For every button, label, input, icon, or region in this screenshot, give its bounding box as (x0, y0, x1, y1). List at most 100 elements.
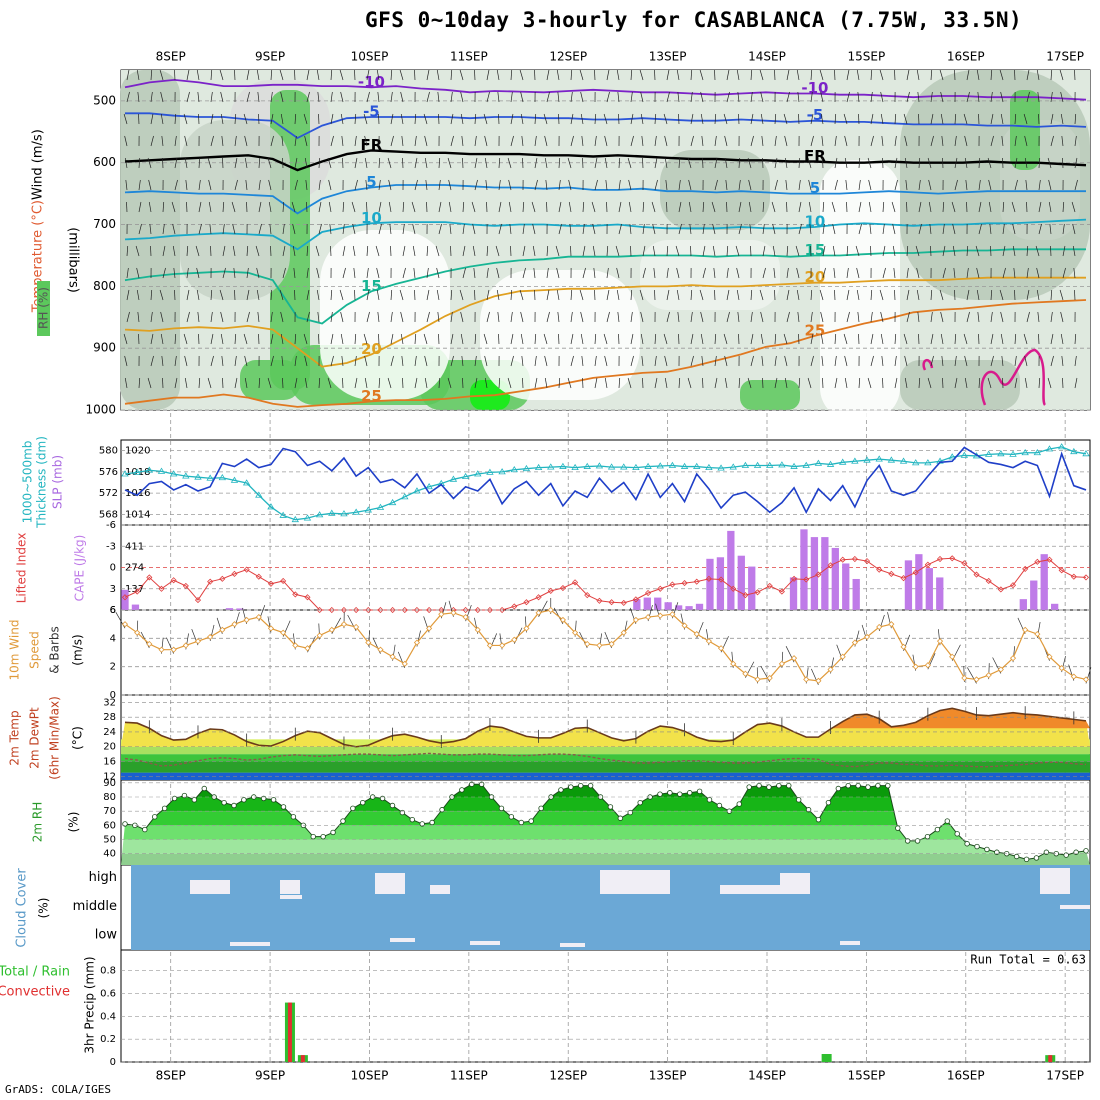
rh-marker (578, 782, 584, 789)
wind-barb (738, 201, 742, 213)
rh-marker (587, 782, 594, 789)
wind-barb (172, 245, 176, 257)
wind-speed-marker (1022, 626, 1029, 633)
wind-barb (234, 113, 237, 125)
wind-barb (400, 113, 404, 125)
upper-wind-label: Wind (m/s) (31, 129, 46, 200)
wind-barb (810, 289, 813, 301)
rh-marker (895, 825, 901, 831)
wind-barb (882, 267, 886, 279)
wind-barb (342, 157, 344, 169)
cloud-label-2: (%) (37, 898, 51, 919)
wind-barb (870, 91, 873, 103)
wind-barb (160, 91, 164, 103)
wind-barb (915, 245, 920, 257)
wind-barb (520, 113, 524, 125)
wind-barb (750, 289, 753, 301)
wind-barb (760, 113, 764, 125)
wind-barb (1049, 223, 1052, 235)
wind-barb (906, 91, 910, 103)
wind-barb (378, 157, 381, 169)
rh-marker (340, 818, 346, 824)
wind-barb (126, 311, 130, 323)
wind-barb (150, 69, 153, 81)
wind-barb (220, 91, 224, 103)
wind-barb (267, 377, 272, 389)
lifted-index-marker (328, 606, 335, 614)
thickness-marker (364, 506, 372, 513)
wind-barb (630, 69, 633, 81)
wind-barb (498, 223, 502, 235)
wind-barb (594, 179, 598, 191)
wind-barb (724, 135, 728, 147)
lifted-index-marker (1009, 582, 1017, 589)
rh-marker (538, 805, 544, 812)
thickness-marker (899, 457, 908, 464)
lifted-index-marker (936, 555, 944, 563)
wind-barb (1074, 157, 1078, 169)
wind-barb (126, 91, 130, 103)
wind-barb (664, 377, 668, 389)
x-date-top: 9SEP (255, 50, 285, 64)
wind-barb (330, 135, 334, 147)
wind-barb (462, 223, 465, 235)
wind-barb (161, 135, 164, 147)
wind-barb (894, 333, 897, 345)
wind-barb (387, 157, 392, 169)
wind-barb (342, 245, 346, 257)
wind-barb (1002, 201, 1005, 213)
wind-barb (294, 157, 298, 169)
wind-barb (378, 333, 380, 345)
wind-speed-marker (401, 660, 408, 667)
wind-barb (892, 223, 896, 235)
wind-barb (342, 377, 344, 389)
wind-barb (976, 267, 980, 279)
wind-barb (222, 245, 226, 257)
wind-barb (834, 289, 836, 301)
thickness-marker (449, 475, 458, 482)
wind-speed-marker (790, 655, 798, 662)
lifted-index-marker (973, 571, 980, 578)
wind-barb (630, 355, 634, 367)
isotherm-label: -10 (358, 73, 385, 91)
wind-barb (762, 223, 765, 235)
wind-barb (390, 311, 393, 323)
wind-barb (474, 179, 478, 191)
wind-barb (750, 91, 753, 103)
x-date-bottom: 16SEP (947, 1069, 985, 1083)
wind-barb (270, 333, 274, 345)
wind-barb (954, 377, 958, 389)
wind-barb (906, 289, 910, 301)
wind-barb (183, 113, 188, 125)
wind-barb (606, 289, 610, 301)
wind-barb (1050, 91, 1053, 103)
wind-barb (222, 223, 225, 235)
thickness-marker (717, 464, 725, 471)
rh-label-2: (%) (67, 812, 81, 833)
wind-barb (172, 223, 176, 235)
wind-barb (762, 157, 764, 169)
wind-barb (606, 311, 610, 323)
wind-barb (807, 377, 812, 389)
wind-barb (990, 333, 994, 345)
wind-barb (990, 355, 994, 367)
temp-label-1: 2m Temp (8, 710, 22, 765)
wind-barb (137, 91, 140, 103)
wind-barb (390, 135, 394, 147)
wind-barb (496, 267, 500, 279)
wind-barb (654, 333, 657, 345)
wind-speed-marker (194, 638, 202, 645)
x-date-top: 16SEP (947, 50, 985, 64)
wind-barb (987, 377, 992, 389)
wind-barb (702, 223, 705, 235)
rh-marker (746, 784, 752, 790)
wind-barb (1038, 223, 1042, 235)
wind-barb (640, 113, 644, 125)
wind-speed-marker (1046, 653, 1053, 660)
rh-marker (627, 809, 633, 816)
wind-barb (317, 91, 320, 103)
wind-speed-marker (620, 629, 627, 636)
wind-barb (677, 311, 680, 323)
isotherm-label: 25 (361, 387, 382, 405)
rh-marker (974, 843, 980, 850)
